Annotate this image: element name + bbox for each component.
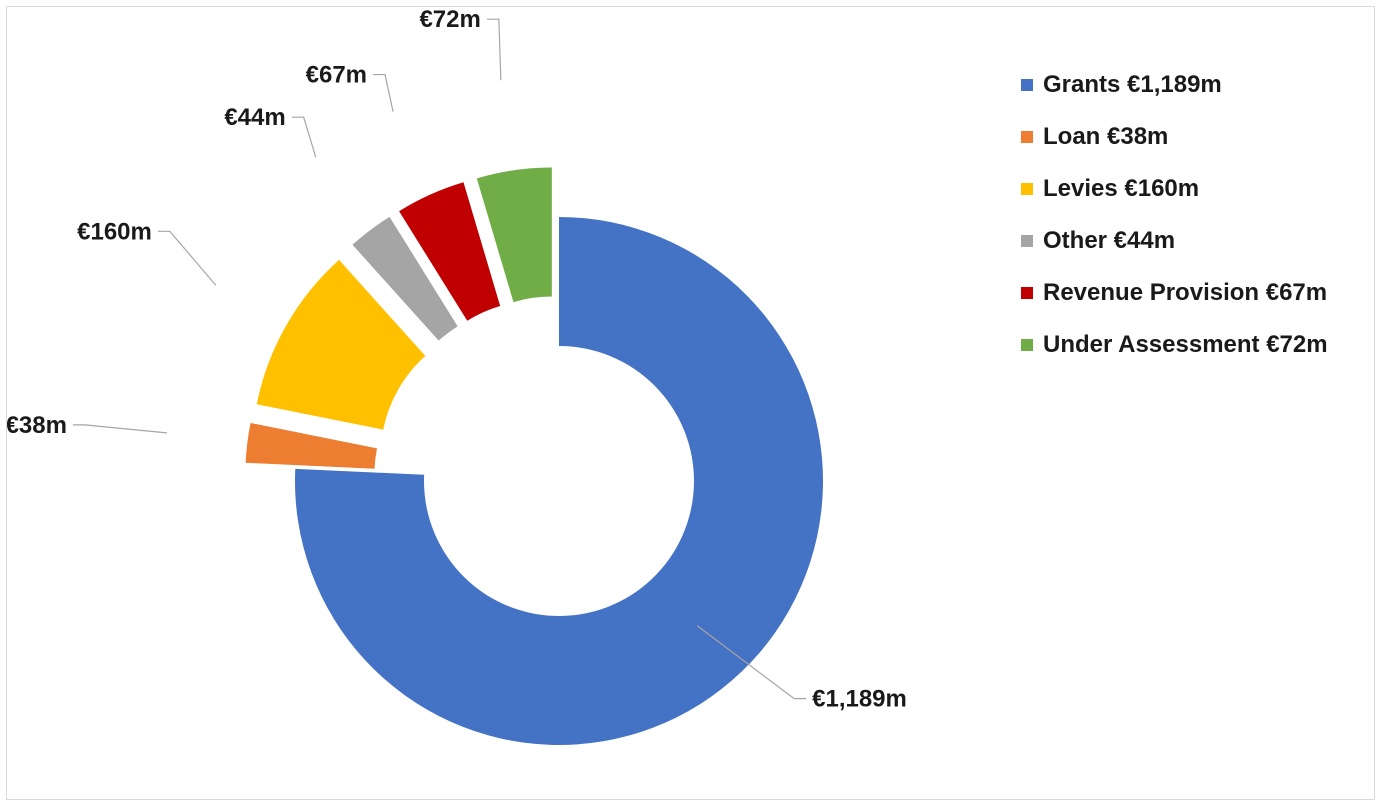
legend: Grants €1,189m Loan €38m Levies €160m Ot… xyxy=(1021,59,1328,371)
leader-line-grants xyxy=(696,625,807,700)
leader-line-revenue-provision xyxy=(373,73,394,112)
legend-swatch xyxy=(1021,79,1033,91)
data-label-other: €44m xyxy=(224,104,285,131)
data-label-levies: €160m xyxy=(77,218,152,245)
leader-line-levies xyxy=(157,230,217,286)
legend-label: Grants €1,189m xyxy=(1043,71,1222,98)
legend-label: Loan €38m xyxy=(1043,123,1169,150)
legend-item-levies: Levies €160m xyxy=(1021,163,1328,215)
leader-line-loan xyxy=(72,424,167,434)
legend-item-revenue-provision: Revenue Provision €67m xyxy=(1021,267,1328,319)
slice-levies xyxy=(256,259,426,430)
chart-area: €1,189m €38m €160m €44m €67m €72m Grants €1,1… xyxy=(6,6,1375,800)
leader-line-under-assessment xyxy=(486,18,502,81)
legend-label: Levies €160m xyxy=(1043,175,1200,202)
donut-chart: €1,189m €38m €160m €44m €67m €72m xyxy=(7,7,907,745)
legend-swatch xyxy=(1021,131,1033,143)
legend-item-loan: Loan €38m xyxy=(1021,111,1328,163)
data-label-loan: €38m xyxy=(7,412,67,439)
legend-swatch xyxy=(1021,235,1033,247)
legend-label: Under Assessment €72m xyxy=(1043,331,1328,358)
legend-swatch xyxy=(1021,287,1033,299)
data-label-grants: €1,189m xyxy=(812,686,907,713)
data-label-revenue-provision: €67m xyxy=(306,62,367,89)
legend-label: Revenue Provision €67m xyxy=(1043,279,1328,306)
legend-swatch xyxy=(1021,183,1033,195)
legend-item-under-assessment: Under Assessment €72m xyxy=(1021,319,1328,371)
legend-item-other: Other €44m xyxy=(1021,215,1328,267)
slice-grants xyxy=(294,217,823,745)
leader-line-other xyxy=(291,116,317,158)
legend-swatch xyxy=(1021,339,1033,351)
slice-loan xyxy=(245,422,378,469)
slice-revenue-provision xyxy=(399,182,501,321)
legend-label: Other €44m xyxy=(1043,227,1176,254)
legend-item-grants: Grants €1,189m xyxy=(1021,59,1328,111)
slice-under-assessment xyxy=(476,167,552,303)
data-label-under-assessment: €72m xyxy=(419,7,480,33)
slice-other xyxy=(352,216,458,341)
